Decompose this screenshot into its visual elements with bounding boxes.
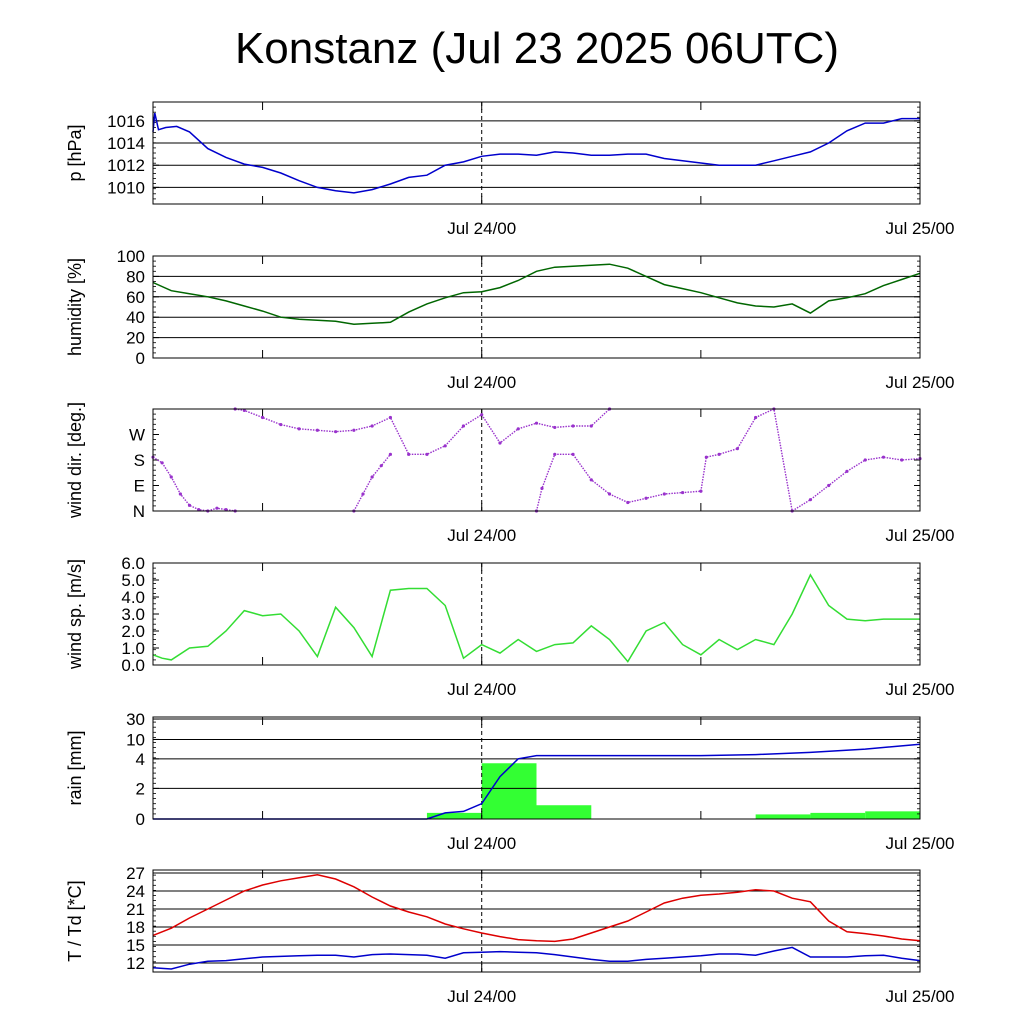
y-tick-label: 12	[126, 954, 145, 973]
x-tick-label: Jul 25/00	[886, 834, 955, 853]
y-tick-label: 18	[126, 918, 145, 937]
series-line	[152, 946, 921, 970]
panel-frame	[152, 869, 921, 973]
y-tick-label: 40	[126, 308, 145, 327]
x-tick-label: Jul 24/00	[447, 373, 516, 392]
wind-dir-point	[425, 452, 429, 456]
x-tick-label: Jul 25/00	[886, 987, 955, 1006]
y-axis-label: T / Td [*C]	[65, 880, 85, 961]
y-tick-label: 3.0	[121, 605, 145, 624]
panel-frame	[152, 408, 921, 512]
series-line	[152, 263, 921, 326]
y-tick-label: 1010	[107, 178, 145, 197]
y-tick-label: 1016	[107, 112, 145, 131]
y-tick-label: 1014	[107, 134, 145, 153]
y-axis-label: wind sp. [m/s]	[65, 559, 85, 670]
x-tick-label: Jul 25/00	[886, 373, 955, 392]
y-tick-label: 0	[136, 349, 145, 368]
rain-bar	[810, 812, 866, 819]
x-tick-label: Jul 24/00	[447, 680, 516, 699]
y-tick-label: 100	[117, 247, 145, 266]
y-tick-label: E	[134, 477, 145, 496]
panel-frame	[152, 562, 921, 666]
rain-accum-line	[153, 743, 921, 820]
y-tick-label: 5.0	[121, 571, 145, 590]
y-axis-label: wind dir. [deg.]	[65, 402, 85, 519]
x-tick-label: Jul 24/00	[447, 526, 516, 545]
y-tick-label: 30	[126, 710, 145, 729]
x-tick-label: Jul 24/00	[447, 219, 516, 238]
y-tick-label: 24	[126, 882, 145, 901]
series-line	[152, 874, 921, 943]
x-tick-label: Jul 25/00	[886, 219, 955, 238]
panel-frame	[152, 716, 921, 820]
y-tick-label: 10	[126, 730, 145, 749]
y-tick-label: 80	[126, 267, 145, 286]
x-tick-label: Jul 25/00	[886, 680, 955, 699]
y-tick-label: 4.0	[121, 588, 145, 607]
y-tick-label: 1012	[107, 156, 145, 175]
y-tick-label: 27	[126, 864, 145, 883]
y-tick-label: 0	[136, 810, 145, 829]
x-tick-label: Jul 24/00	[447, 987, 516, 1006]
wind-dir-point	[571, 424, 575, 428]
y-axis-label: p [hPa]	[65, 124, 85, 181]
panel-frame	[152, 255, 921, 359]
y-tick-label: 2	[136, 779, 145, 798]
rain-bar	[865, 811, 920, 819]
y-tick-label: 0.0	[121, 656, 145, 675]
x-tick-label: Jul 25/00	[886, 526, 955, 545]
wind-dir-trace	[152, 456, 236, 512]
wind-dir-point	[315, 428, 319, 432]
wind-dir-trace	[353, 453, 391, 512]
y-tick-label: 20	[126, 329, 145, 348]
x-tick-label: Jul 24/00	[447, 834, 516, 853]
y-tick-label: 2.0	[121, 622, 145, 641]
rain-bar	[755, 814, 811, 819]
y-tick-label: 1.0	[121, 639, 145, 658]
y-tick-label: 4	[136, 750, 145, 769]
series-line	[152, 573, 920, 663]
chart-title: Konstanz (Jul 23 2025 06UTC)	[234, 24, 840, 73]
y-tick-label: 60	[126, 288, 145, 307]
y-tick-label: N	[133, 502, 145, 521]
wind-dir-trace	[235, 408, 610, 455]
series-line	[152, 112, 920, 194]
panel-frame	[152, 101, 921, 205]
wind-dir-trace	[535, 453, 701, 512]
y-tick-label: W	[129, 426, 145, 445]
y-tick-label: 15	[126, 936, 145, 955]
y-axis-label: rain [mm]	[65, 730, 85, 805]
wind-dir-trace	[700, 407, 921, 513]
y-tick-label: 6.0	[121, 554, 145, 573]
rain-bar	[426, 812, 482, 819]
y-axis-label: humidity [%]	[65, 258, 85, 356]
y-tick-label: S	[134, 451, 145, 470]
y-tick-label: 21	[126, 900, 145, 919]
rain-bar	[536, 805, 592, 819]
